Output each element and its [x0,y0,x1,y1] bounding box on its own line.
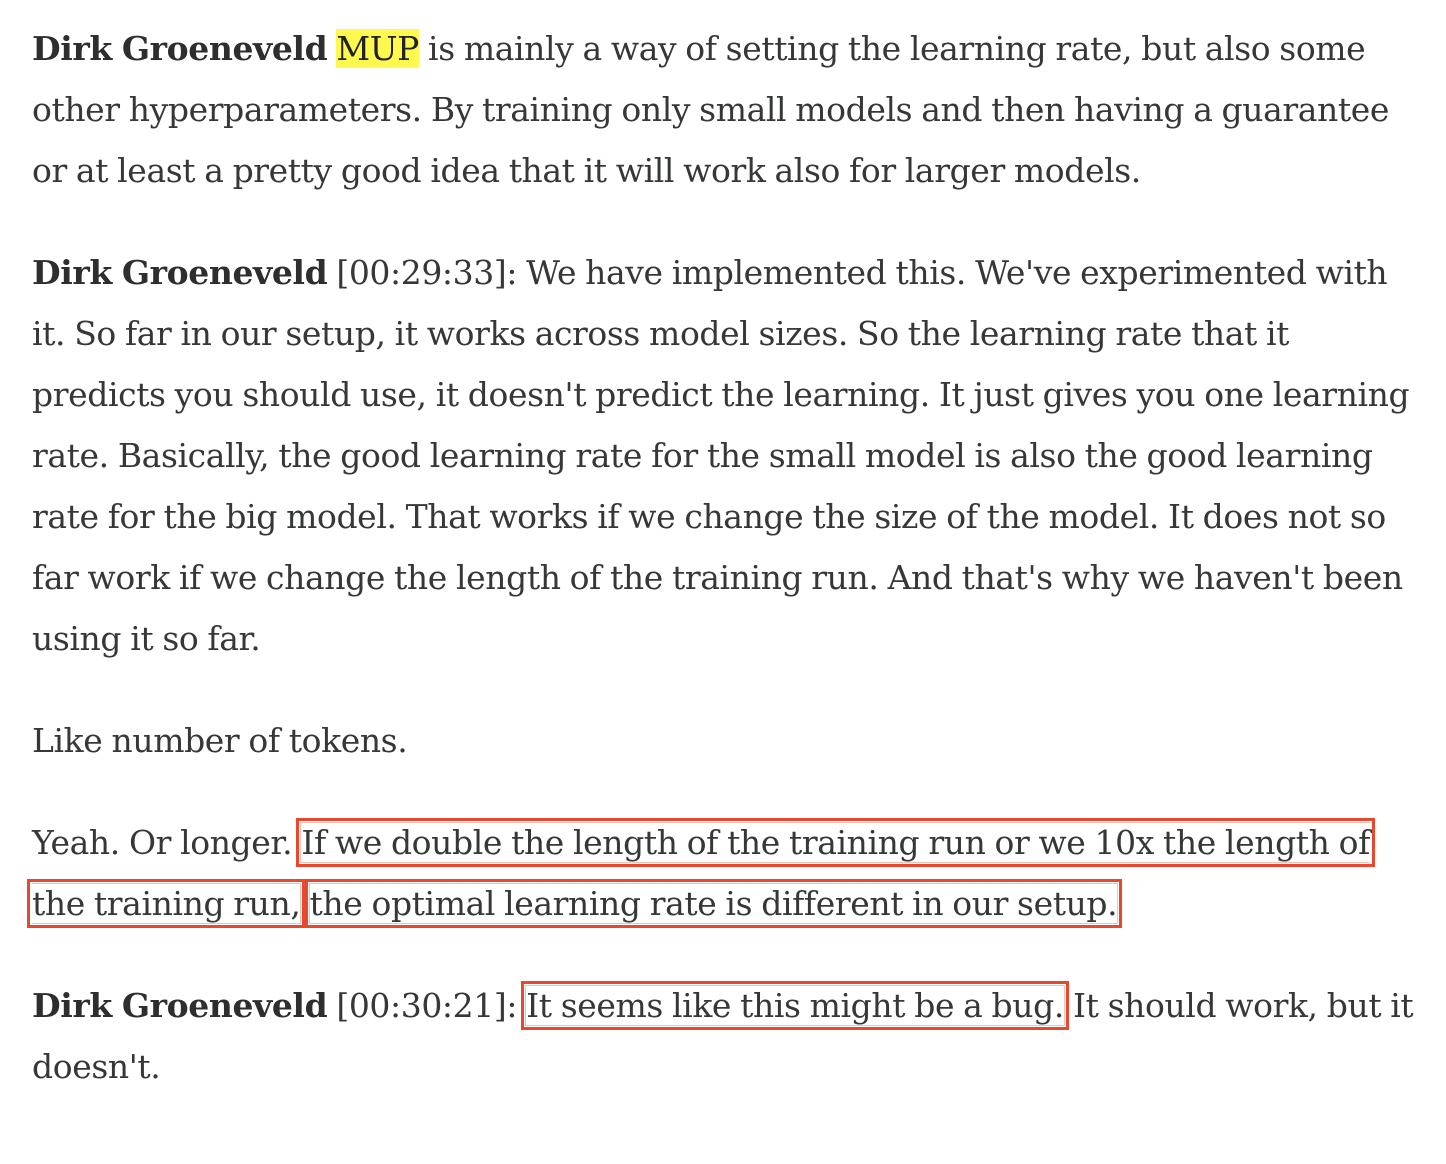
paragraph-5: Dirk Groeneveld [00:30:21]: It seems lik… [32,975,1422,1097]
speaker-name: Dirk Groeneveld [32,253,328,292]
timestamp: [00:29:33] [327,253,507,292]
paragraph-2: Dirk Groeneveld [00:29:33]: We have impl… [32,242,1422,669]
paragraph-text: is mainly a way of setting the learning … [32,29,1390,190]
paragraph-text: It should work, but it doesn't. [32,986,1414,1086]
timestamp: [00:30:21] [327,986,507,1025]
speaker-name: Dirk Groeneveld [32,986,328,1025]
annotation-box-2: the optimal learning rate is different i… [304,879,1123,928]
transcript-article: Dirk Groeneveld MUP is mainly a way of s… [27,18,1422,1138]
paragraph-lead: Yeah. Or longer. [32,823,302,862]
paragraph-1: Dirk Groeneveld MUP is mainly a way of s… [32,18,1422,201]
annotation-box-3: It seems like this might be a bug. [521,981,1069,1030]
speaker-name: Dirk Groeneveld [32,29,328,68]
separator [300,884,309,923]
highlighted-term: MUP [336,29,419,68]
paragraph-text: : We have implemented this. We've experi… [32,253,1410,658]
paragraph-4: Yeah. Or longer. If we double the length… [27,812,1422,934]
paragraph-3: Like number of tokens. [32,710,1422,771]
paragraph-text: Like number of tokens. [32,721,408,760]
annotation-box-1: If we double the length of the training … [27,818,1375,928]
colon: : [506,986,527,1025]
